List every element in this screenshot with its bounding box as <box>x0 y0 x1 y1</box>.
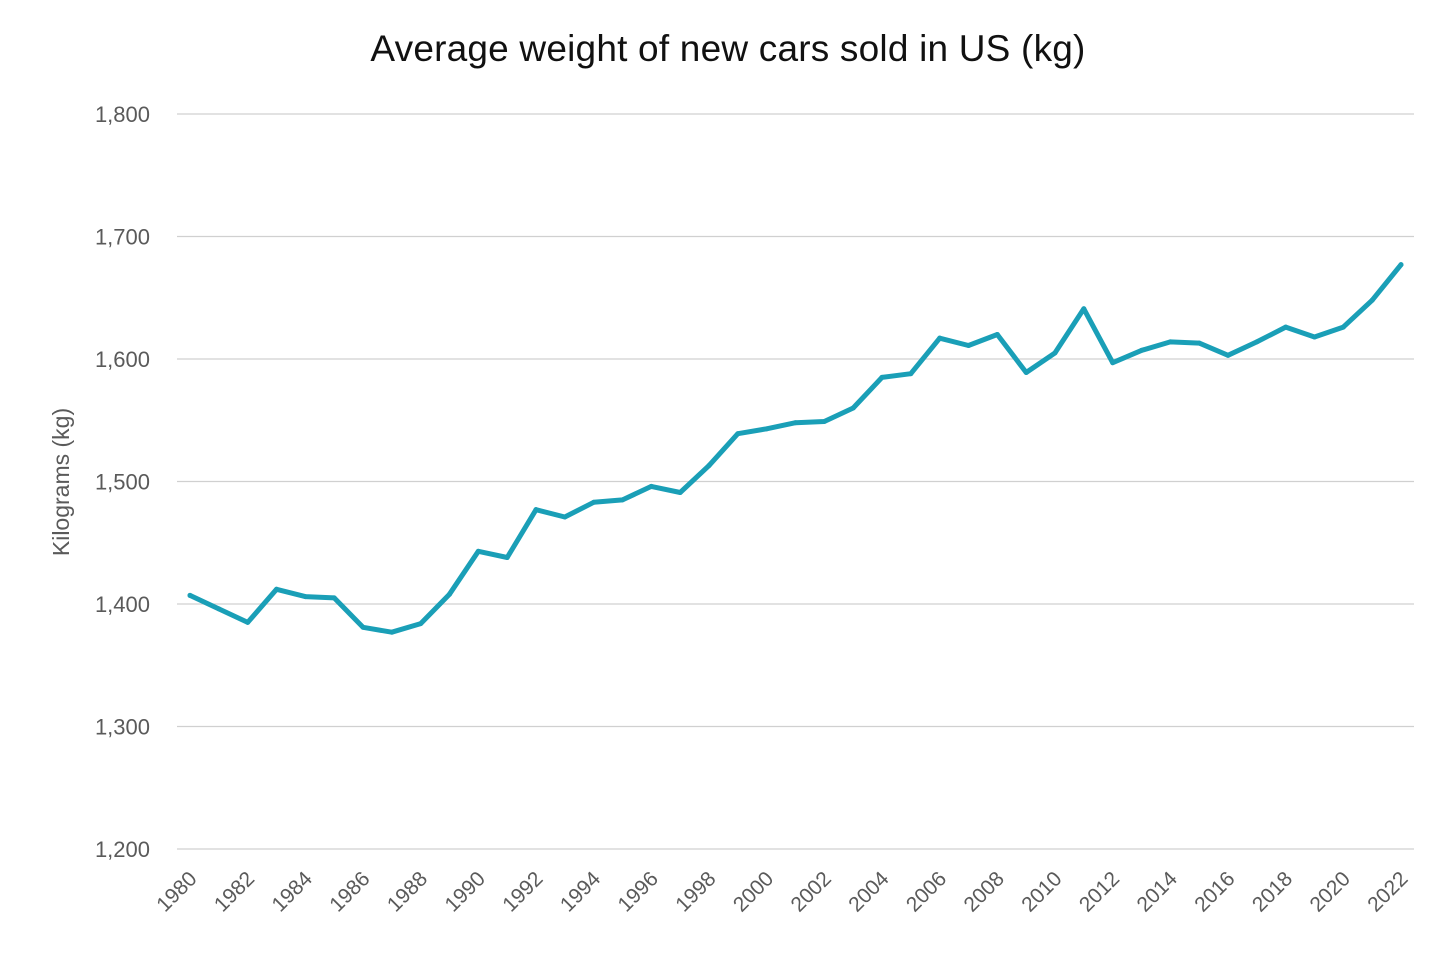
x-tick-label: 2000 <box>729 867 778 916</box>
x-tick-label: 1996 <box>614 867 663 916</box>
data-point <box>418 621 424 627</box>
data-point <box>389 629 395 635</box>
data-point <box>331 595 337 601</box>
data-point <box>620 497 625 503</box>
data-point <box>908 371 914 377</box>
data-point <box>475 548 481 554</box>
data-point <box>1398 262 1404 268</box>
data-point <box>360 624 366 630</box>
x-tick-label: 1980 <box>152 867 201 916</box>
data-point <box>966 343 971 349</box>
data-point <box>1196 340 1202 346</box>
x-tick-label: 2008 <box>960 867 1009 916</box>
data-point <box>302 594 308 600</box>
y-tick-label: 1,600 <box>95 347 150 372</box>
chart-title: Average weight of new cars sold in US (k… <box>370 28 1086 69</box>
x-tick-label: 2012 <box>1075 867 1124 916</box>
data-point <box>1167 339 1173 345</box>
data-point <box>1110 360 1116 366</box>
series-weight <box>187 262 1404 635</box>
y-tick-label: 1,200 <box>95 837 150 862</box>
data-point <box>1023 369 1029 375</box>
x-tick-label: 2018 <box>1248 867 1297 916</box>
x-tick-label: 1998 <box>671 867 720 916</box>
data-point <box>764 426 770 432</box>
data-point <box>447 591 452 597</box>
data-point <box>533 507 539 513</box>
x-tick-label: 1988 <box>383 867 432 916</box>
x-tick-label: 2022 <box>1363 867 1412 916</box>
data-point <box>1225 352 1231 358</box>
series-line <box>187 262 1404 635</box>
data-point <box>1283 324 1289 330</box>
y-tick-label: 1,400 <box>95 592 150 617</box>
data-point <box>1369 297 1375 303</box>
data-point <box>879 374 885 380</box>
x-tick-label: 1986 <box>325 867 374 916</box>
data-point <box>216 606 222 612</box>
x-tick-label: 2002 <box>787 867 836 916</box>
data-point <box>994 332 1000 337</box>
data-point <box>245 619 251 625</box>
data-point <box>1081 306 1087 312</box>
data-point <box>1052 350 1058 356</box>
x-tick-label: 2016 <box>1190 867 1239 916</box>
x-tick-label: 2010 <box>1017 867 1066 916</box>
data-point <box>591 499 597 505</box>
y-axis-ticks: 1,200 1,300 1,400 1,500 1,600 1,700 1,800 <box>95 102 150 862</box>
y-axis-label: Kilograms (kg) <box>48 408 74 556</box>
data-point <box>821 418 827 424</box>
data-point <box>677 490 683 496</box>
x-tick-label: 2006 <box>902 867 951 916</box>
y-tick-label: 1,700 <box>95 225 150 250</box>
x-tick-label: 2014 <box>1133 867 1183 917</box>
x-axis-ticks: 1980 1982 1984 1986 1988 1990 1992 1994 1996 1998… <box>152 867 1412 917</box>
data-point <box>850 405 856 411</box>
x-tick-label: 2004 <box>844 867 894 917</box>
data-point <box>793 420 798 426</box>
x-tick-label: 1992 <box>498 867 547 916</box>
x-tick-label: 2020 <box>1306 867 1355 916</box>
data-point <box>562 514 568 520</box>
x-tick-label: 1984 <box>268 867 318 917</box>
data-point <box>274 586 279 592</box>
data-point <box>648 483 654 489</box>
data-point <box>1340 324 1346 330</box>
gridlines <box>177 113 1414 850</box>
y-tick-label: 1,800 <box>95 102 150 127</box>
data-point <box>187 592 193 598</box>
x-tick-label: 1982 <box>210 867 259 916</box>
data-point <box>1312 334 1317 340</box>
data-point <box>1254 339 1260 345</box>
x-tick-label: 1990 <box>441 867 490 916</box>
data-point <box>706 463 712 469</box>
data-point <box>735 431 741 437</box>
data-point <box>504 554 510 560</box>
data-point <box>1139 347 1144 353</box>
y-tick-label: 1,300 <box>95 715 150 740</box>
data-point <box>937 335 943 341</box>
y-tick-label: 1,500 <box>95 470 150 495</box>
x-tick-label: 1994 <box>556 867 606 917</box>
